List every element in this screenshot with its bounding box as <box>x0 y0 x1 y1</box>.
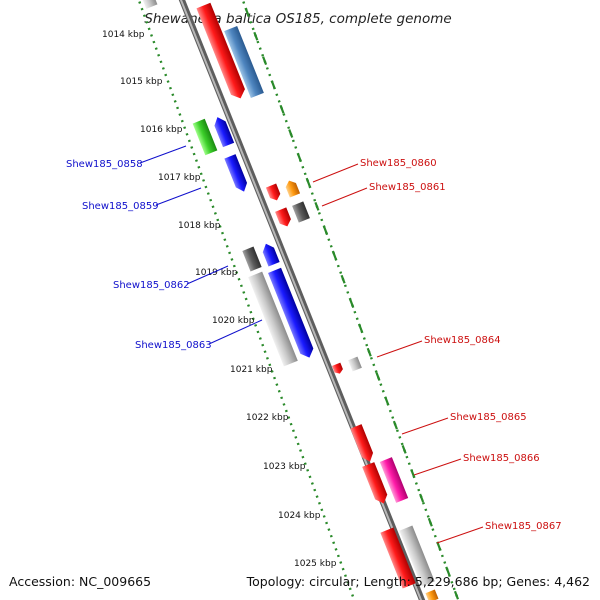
gene-arrow[interactable] <box>196 2 247 101</box>
tick-mark <box>323 226 329 236</box>
gene-arrow[interactable] <box>362 462 390 506</box>
tick-mark <box>340 274 346 284</box>
gene-arrow[interactable] <box>275 207 293 228</box>
tick-mark <box>375 372 381 381</box>
gene-arrow[interactable] <box>331 362 344 376</box>
tick-mark <box>296 153 302 163</box>
kbp-label: 1018 kbp <box>178 221 221 231</box>
tick-rail <box>137 0 356 600</box>
gene-arrow[interactable] <box>284 179 301 198</box>
tick-mark <box>410 469 416 479</box>
gene-label-left[interactable]: Shew185_0858 <box>66 159 143 170</box>
callout-line <box>436 526 484 544</box>
tick-mark <box>279 104 285 114</box>
tick-rail <box>241 0 460 600</box>
kbp-label: 1020 kbp <box>212 316 255 326</box>
tick-mark <box>445 566 451 576</box>
footer: Accession: NC_009665 Topology: circular;… <box>9 574 590 589</box>
gene-label-right[interactable]: Shew185_0860 <box>360 158 437 169</box>
tick-mark <box>262 56 268 65</box>
tick-mark <box>427 517 433 527</box>
gene-arrow[interactable] <box>399 525 435 587</box>
tick-mark <box>253 31 259 41</box>
tick-mark <box>419 493 425 503</box>
tick-mark <box>331 250 337 260</box>
title: Shewanella baltica OS185, complete genom… <box>144 11 451 27</box>
gene-callouts: Shew185_0858 Shew185_0859 Shew185_0862 Shew… <box>66 145 562 544</box>
callout-line <box>155 187 202 206</box>
gene-label-right[interactable]: Shew185_0864 <box>424 335 501 346</box>
gene-arrow[interactable] <box>212 115 235 148</box>
gene-arrow[interactable] <box>425 589 439 600</box>
kbp-label: 1023 kbp <box>263 462 306 472</box>
gene-arrow[interactable] <box>260 242 280 267</box>
gene-label-left[interactable]: Shew185_0862 <box>113 280 190 291</box>
tick-mark <box>392 420 398 430</box>
tick-mark <box>244 7 250 17</box>
callout-line <box>376 340 423 358</box>
gene-arrow[interactable] <box>142 0 158 9</box>
accession-text: Accession: NC_009665 <box>9 574 151 589</box>
backbone <box>178 0 426 600</box>
gene-label-right[interactable]: Shew185_0861 <box>369 182 446 193</box>
gene-label-right[interactable]: Shew185_0866 <box>463 453 540 464</box>
tick-mark <box>314 202 320 211</box>
gene-arrow[interactable] <box>192 118 218 156</box>
kbp-label: 1022 kbp <box>246 413 289 423</box>
gene-arrow[interactable] <box>350 424 375 464</box>
tick-mark <box>357 323 364 333</box>
gene-arrow[interactable] <box>265 183 282 203</box>
tick-mark <box>401 445 407 454</box>
gene-label-right[interactable]: Shew185_0867 <box>485 521 562 532</box>
scale-ticks <box>137 0 460 600</box>
kbp-label: 1015 kbp <box>120 77 163 87</box>
svg-text:Shewanella baltica OS185, comp: Shewanella baltica OS185, complete genom… <box>144 11 451 27</box>
gene-arrow[interactable] <box>224 154 249 194</box>
tick-mark <box>288 129 294 138</box>
tick-mark <box>436 542 442 551</box>
callout-line <box>413 458 462 476</box>
gene-arrow[interactable] <box>292 201 310 223</box>
kbp-label: 1019 kbp <box>195 268 238 278</box>
tick-mark <box>366 347 372 357</box>
gene-arrow[interactable] <box>268 267 316 360</box>
kbp-label: 1016 kbp <box>140 125 183 135</box>
gene-label-left[interactable]: Shew185_0859 <box>82 201 159 212</box>
kbp-label: 1017 kbp <box>158 173 201 183</box>
tick-mark <box>384 396 390 406</box>
callout-line <box>208 319 263 345</box>
scale-labels: 1014 kbp 1015 kbp 1016 kbp 1017 kbp 1018 kbp… <box>102 30 337 569</box>
gene-label-right[interactable]: Shew185_0865 <box>450 412 527 423</box>
callout-line <box>186 265 229 285</box>
kbp-label: 1021 kbp <box>230 365 273 375</box>
callout-line <box>321 187 368 207</box>
tick-mark <box>453 590 460 600</box>
tick-mark <box>349 299 355 308</box>
gene-arrow[interactable] <box>380 527 416 589</box>
gene-arrow[interactable] <box>348 356 362 372</box>
tick-mark <box>305 177 311 187</box>
kbp-label: 1014 kbp <box>102 30 145 40</box>
callout-line <box>312 163 359 183</box>
gene-label-left[interactable]: Shew185_0863 <box>135 340 212 351</box>
kbp-label: 1025 kbp <box>294 559 337 569</box>
gene-features <box>142 0 439 600</box>
callout-line <box>401 417 449 435</box>
topology-text: Topology: circular; Length: 5,229,686 bp… <box>246 574 590 589</box>
gene-arrow[interactable] <box>242 246 262 272</box>
callout-line <box>139 145 187 164</box>
gene-arrow[interactable] <box>224 25 264 99</box>
gene-arrow[interactable] <box>379 457 409 503</box>
kbp-label: 1024 kbp <box>278 511 321 521</box>
tick-mark <box>270 80 276 90</box>
gene-arrow[interactable] <box>248 271 298 367</box>
